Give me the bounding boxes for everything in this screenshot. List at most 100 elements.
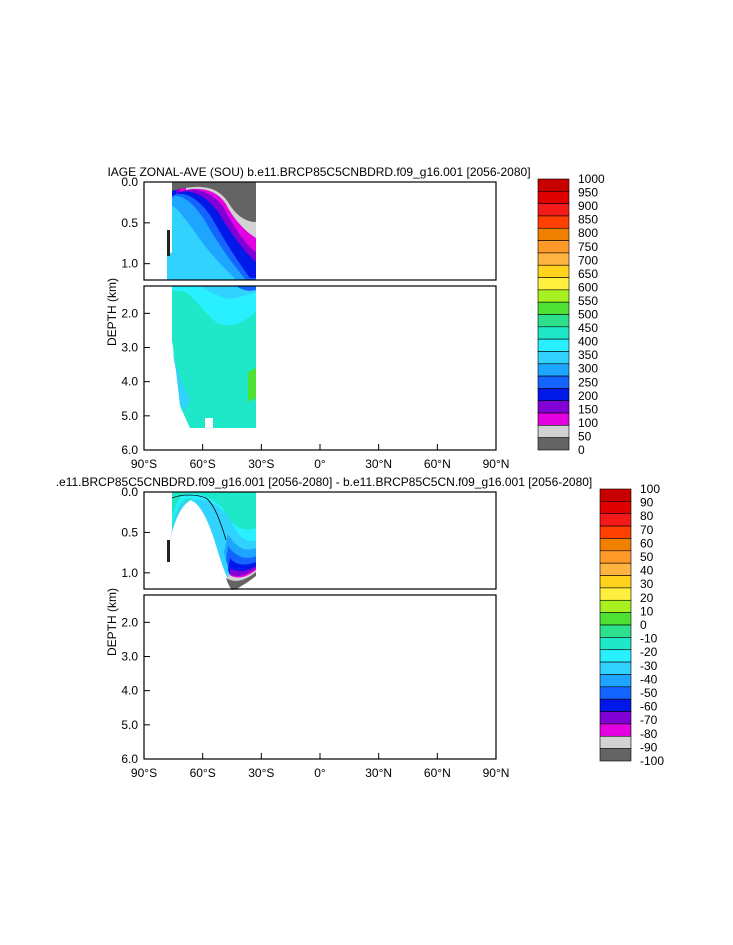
top-x-axis: 90°S 60°S 30°S 0° 30°N 60°N 90°N [131, 444, 509, 471]
bottom-chart: .e11.BRCP85C5CNBDRD.f09_g16.001 [2056-20… [56, 475, 665, 780]
top-field-upper [167, 182, 256, 280]
colorbar-label: 950 [578, 186, 598, 200]
y-tick-label: 0.0 [121, 485, 138, 499]
y-tick-label: 2.0 [121, 306, 138, 320]
colorbar-label: 250 [578, 375, 598, 389]
colorbar-label: -50 [640, 686, 658, 700]
colorbar-label: 500 [578, 308, 598, 322]
colorbar-swatch [537, 351, 570, 365]
colorbar-swatch [599, 649, 632, 663]
y-tick-label: 0.5 [121, 525, 138, 539]
top-y-axis: 0.0 0.5 1.0 2.0 3.0 4.0 5.0 6.0 [121, 175, 150, 457]
colorbar-swatch [599, 723, 632, 737]
colorbar-swatch [599, 488, 632, 502]
colorbar-label: 50 [640, 550, 654, 564]
y-tick-label: 4.0 [121, 375, 138, 389]
bottom-frame-lower [143, 594, 497, 760]
colorbar-swatch [537, 178, 570, 192]
y-tick-label: 1.0 [121, 566, 138, 580]
y-tick-label: 1.0 [121, 257, 138, 271]
x-tick-label: 30°N [365, 766, 392, 780]
colorbar-swatch [537, 264, 570, 278]
bottom-x-axis: 90°S 60°S 30°S 0° 30°N 60°N 90°N [131, 753, 509, 780]
colorbar-swatch [537, 425, 570, 438]
colorbar-label: -40 [640, 672, 658, 686]
colorbar-swatch [537, 388, 570, 402]
colorbar-swatch [599, 501, 632, 515]
colorbar-swatch [537, 203, 570, 217]
colorbar-label: 100 [640, 482, 660, 496]
y-tick-label: 5.0 [121, 718, 138, 732]
colorbar-swatch [537, 252, 570, 266]
x-tick-label: 0° [314, 766, 326, 780]
colorbar-swatch [537, 314, 570, 328]
colorbar-swatch [537, 240, 570, 254]
colorbar-swatch [599, 587, 632, 601]
colorbar-label: 450 [578, 321, 598, 335]
colorbar-label: 30 [640, 577, 654, 591]
colorbar-swatch [599, 513, 632, 527]
colorbar-label: 10 [640, 604, 654, 618]
x-tick-label: 90°S [131, 457, 157, 471]
y-tick-label: 3.0 [121, 341, 138, 355]
colorbar-swatch [599, 735, 632, 749]
colorbar-label: 150 [578, 402, 598, 416]
colorbar-label: 900 [578, 199, 598, 213]
colorbar-label: 600 [578, 280, 598, 294]
colorbar-swatch [599, 686, 632, 700]
colorbar-label: -20 [640, 645, 658, 659]
colorbar-swatch [599, 624, 632, 638]
y-tick-label: 0.0 [121, 175, 138, 189]
colorbar-label: 400 [578, 335, 598, 349]
colorbar-swatch [537, 215, 570, 229]
colorbar-swatch [537, 301, 570, 315]
y-tick-label: 0.5 [121, 216, 138, 230]
x-tick-label: 90°S [131, 766, 157, 780]
x-tick-label: 60°S [190, 766, 216, 780]
x-tick-label: 60°N [424, 766, 451, 780]
colorbar-label: 750 [578, 240, 598, 254]
bottom-y-axis: 0.0 0.5 1.0 2.0 3.0 4.0 5.0 6.0 [121, 485, 150, 766]
colorbar-swatch [537, 191, 570, 204]
colorbar-swatch [537, 437, 570, 451]
y-tick-label: 6.0 [121, 443, 138, 457]
colorbar-label: 90 [640, 496, 654, 510]
colorbar-swatch [599, 562, 632, 576]
x-tick-label: 0° [314, 457, 326, 471]
y-tick-label: 2.0 [121, 615, 138, 629]
colorbar-swatch [599, 637, 632, 651]
colorbar-label: -30 [640, 659, 658, 673]
y-tick-label: 5.0 [121, 409, 138, 423]
colorbar-label: 800 [578, 226, 598, 240]
colorbar-label: 0 [578, 443, 585, 457]
colorbar-label: 50 [578, 429, 592, 443]
colorbar-swatch [599, 674, 632, 688]
colorbar-label: 20 [640, 591, 654, 605]
colorbar-swatch [599, 550, 632, 564]
colorbar-swatch [537, 375, 570, 389]
colorbar-label: -10 [640, 632, 658, 646]
colorbar-label: 550 [578, 294, 598, 308]
colorbar-label: -70 [640, 713, 658, 727]
colorbar-label: 300 [578, 362, 598, 376]
colorbar-swatch [599, 599, 632, 613]
bottom-chart-title: .e11.BRCP85C5CNBDRD.f09_g16.001 [2056-20… [56, 475, 593, 489]
colorbar-label: -80 [640, 727, 658, 741]
x-tick-label: 60°S [190, 457, 216, 471]
colorbar-swatch [599, 612, 632, 626]
top-chart: IAGE ZONAL-AVE (SOU) b.e11.BRCP85C5CNBDR… [105, 165, 605, 471]
colorbar-swatch [599, 575, 632, 589]
colorbar-swatch [537, 326, 570, 340]
x-tick-label: 90°N [483, 766, 510, 780]
colorbar-swatch [537, 277, 570, 291]
y-tick-label: 6.0 [121, 752, 138, 766]
colorbar-label: 1000 [578, 172, 605, 186]
colorbar-label: 850 [578, 213, 598, 227]
colorbar-swatch [599, 711, 632, 725]
colorbar-label: 60 [640, 536, 654, 550]
colorbar-label: -90 [640, 740, 658, 754]
y-tick-label: 3.0 [121, 650, 138, 664]
x-tick-label: 60°N [424, 457, 451, 471]
y-tick-label: 4.0 [121, 684, 138, 698]
